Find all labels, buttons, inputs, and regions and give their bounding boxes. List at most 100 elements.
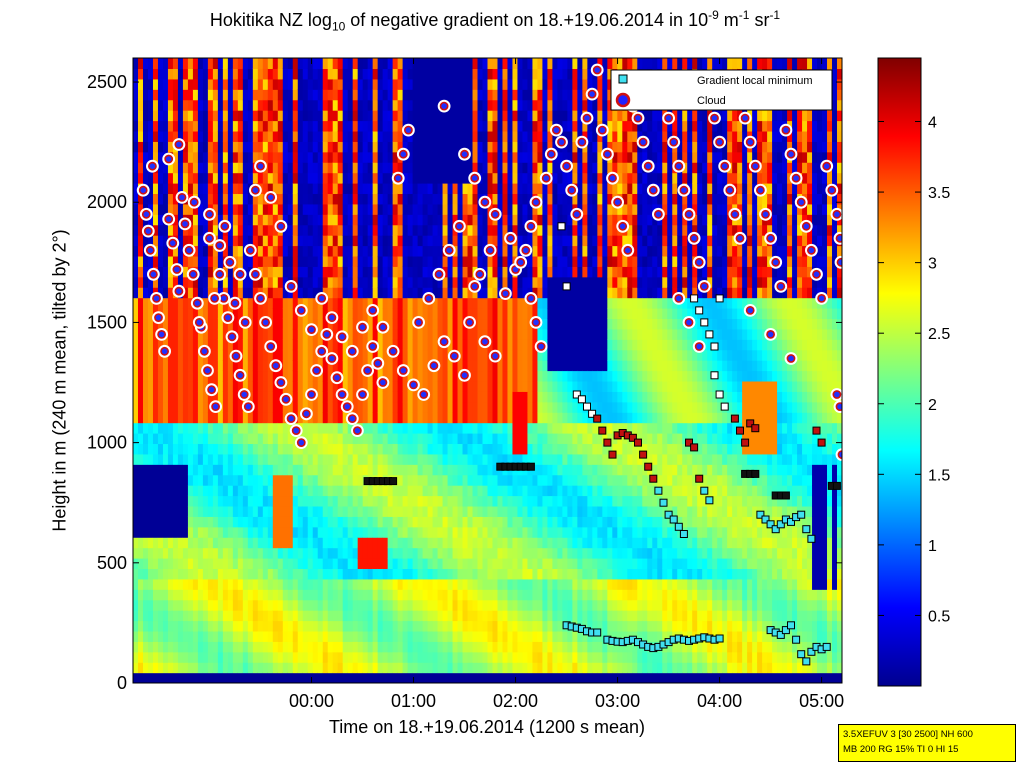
heatmap-cell bbox=[432, 130, 439, 142]
heatmap-cell bbox=[482, 672, 489, 683]
heatmap-cell bbox=[497, 589, 504, 601]
heatmap-cell bbox=[442, 578, 449, 590]
heatmap-cell bbox=[242, 558, 249, 570]
heatmap-cell bbox=[297, 558, 304, 570]
heatmap-cell bbox=[417, 464, 424, 476]
heatmap-cell bbox=[477, 255, 484, 267]
heatmap-cell bbox=[212, 453, 219, 465]
heatmap-cell bbox=[402, 318, 409, 330]
heatmap-cell bbox=[242, 610, 249, 622]
heatmap-cell bbox=[262, 203, 269, 215]
heatmap-cell bbox=[227, 245, 234, 257]
heatmap-cell bbox=[497, 99, 504, 111]
heatmap-cell bbox=[262, 474, 269, 486]
heatmap-cell bbox=[462, 297, 469, 309]
heatmap-cell bbox=[307, 589, 314, 601]
heatmap-cell bbox=[352, 505, 359, 517]
heatmap-cell bbox=[257, 558, 264, 570]
heatmap-cell bbox=[217, 391, 224, 403]
heatmap-cell bbox=[147, 578, 154, 590]
heatmap-cell bbox=[502, 99, 509, 111]
heatmap-cell bbox=[457, 245, 464, 257]
heatmap-cell bbox=[537, 203, 544, 215]
heatmap-cell bbox=[487, 568, 494, 580]
heatmap-cell bbox=[222, 328, 229, 340]
heatmap-cell bbox=[342, 349, 349, 361]
heatmap-cell bbox=[242, 443, 249, 455]
heatmap-cell bbox=[287, 224, 294, 236]
heatmap-cell bbox=[447, 547, 454, 559]
heatmap-cell bbox=[202, 193, 209, 205]
heatmap-cell bbox=[317, 485, 324, 497]
heatmap-cell bbox=[282, 214, 289, 226]
heatmap-cell bbox=[362, 412, 369, 424]
heatmap-cell bbox=[377, 516, 384, 528]
heatmap-cell bbox=[322, 360, 329, 372]
heatmap-cell bbox=[337, 620, 344, 632]
heatmap-cell bbox=[332, 526, 339, 538]
heatmap-cell bbox=[257, 68, 264, 80]
heatmap-cell bbox=[197, 412, 204, 424]
heatmap-cell bbox=[207, 78, 214, 90]
heatmap-cell bbox=[177, 662, 184, 674]
heatmap-cell bbox=[252, 89, 259, 101]
heatmap-cell bbox=[502, 110, 509, 122]
heatmap-cell bbox=[387, 162, 394, 174]
heatmap-cell bbox=[262, 495, 269, 507]
heatmap-cell bbox=[402, 141, 409, 153]
heatmap-cell bbox=[362, 630, 369, 642]
heatmap-cell bbox=[192, 349, 199, 361]
heatmap-cell bbox=[317, 276, 324, 288]
heatmap-cell bbox=[297, 662, 304, 674]
heatmap-cell bbox=[222, 433, 229, 445]
heatmap-cell bbox=[227, 78, 234, 90]
heatmap-cell bbox=[457, 203, 464, 215]
heatmap-cell bbox=[147, 89, 154, 101]
heatmap-cell bbox=[402, 255, 409, 267]
heatmap-cell bbox=[442, 464, 449, 476]
heatmap-cell bbox=[282, 172, 289, 184]
heatmap-cell bbox=[372, 266, 379, 278]
heatmap-cell bbox=[362, 485, 369, 497]
title-prefix: Hokitika NZ log bbox=[209, 10, 332, 30]
heatmap-cell bbox=[332, 151, 339, 163]
heatmap-cell bbox=[272, 58, 279, 70]
heatmap-cell bbox=[227, 537, 234, 549]
heatmap-cell bbox=[272, 464, 279, 476]
heatmap-cell bbox=[292, 641, 299, 653]
heatmap-cell bbox=[497, 276, 504, 288]
heatmap-cell bbox=[137, 162, 144, 174]
heatmap-cell bbox=[382, 391, 389, 403]
heatmap-cell bbox=[262, 276, 269, 288]
heatmap-cell bbox=[497, 630, 504, 642]
heatmap-cell bbox=[432, 110, 439, 122]
heatmap-cell bbox=[387, 578, 394, 590]
heatmap-cell bbox=[447, 610, 454, 622]
heatmap-cell bbox=[247, 651, 254, 663]
heatmap-cell bbox=[297, 287, 304, 299]
heatmap-cell bbox=[212, 651, 219, 663]
heatmap-cell bbox=[402, 401, 409, 413]
heatmap-cell bbox=[452, 453, 459, 465]
heatmap-cell bbox=[477, 474, 484, 486]
heatmap-cell bbox=[462, 516, 469, 528]
heatmap-cell bbox=[367, 610, 374, 622]
heatmap-cell bbox=[337, 568, 344, 580]
heatmap-cell bbox=[342, 266, 349, 278]
heatmap-cell bbox=[467, 328, 474, 340]
heatmap-cell bbox=[452, 412, 459, 424]
heatmap-cell bbox=[407, 141, 414, 153]
heatmap-cell bbox=[327, 391, 334, 403]
heatmap-cell bbox=[297, 589, 304, 601]
heatmap-cell bbox=[432, 578, 439, 590]
heatmap-cell bbox=[302, 183, 309, 195]
heatmap-cell bbox=[142, 99, 149, 111]
heatmap-cell bbox=[532, 245, 539, 257]
heatmap-cell bbox=[292, 474, 299, 486]
heatmap-cell bbox=[322, 141, 329, 153]
heatmap-cell bbox=[202, 339, 209, 351]
heatmap-cell bbox=[292, 120, 299, 132]
heatmap-cell bbox=[187, 599, 194, 611]
heatmap-cell bbox=[337, 672, 344, 683]
heatmap-cell bbox=[167, 255, 174, 267]
